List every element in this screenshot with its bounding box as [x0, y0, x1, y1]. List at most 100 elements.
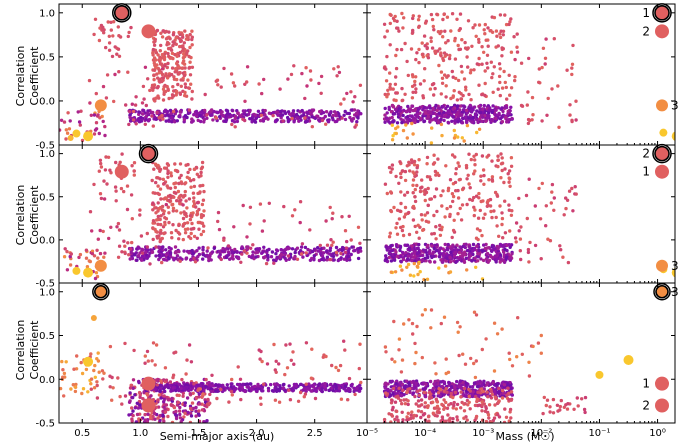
data-point: [416, 119, 420, 124]
data-point: [62, 371, 67, 376]
data-point: [337, 70, 342, 75]
data-point: [120, 402, 124, 406]
data-point: [192, 234, 197, 239]
data-point: [400, 358, 405, 362]
data-point: [179, 386, 183, 391]
data-point: [458, 177, 462, 182]
data-point: [493, 113, 498, 117]
data-point: [198, 387, 202, 391]
data-point: [472, 361, 476, 366]
data-point: [68, 254, 72, 259]
data-point: [197, 191, 202, 195]
data-point: [509, 86, 514, 90]
data-point: [168, 37, 172, 41]
data-point: [167, 118, 171, 122]
highlight-star-3: [656, 99, 668, 112]
data-point: [394, 243, 399, 247]
data-point: [439, 92, 443, 96]
data-point: [174, 209, 179, 213]
data-point: [241, 203, 245, 208]
data-point: [325, 243, 330, 247]
data-point: [236, 365, 240, 369]
data-point: [457, 250, 462, 255]
data-point: [472, 172, 476, 176]
data-point: [172, 405, 177, 410]
data-point: [488, 204, 493, 208]
data-point: [448, 204, 453, 209]
data-point: [451, 115, 456, 119]
data-point: [545, 398, 550, 402]
data-point: [162, 386, 166, 390]
data-point: [276, 113, 280, 117]
data-point: [343, 117, 348, 122]
data-point: [471, 26, 475, 30]
data-point: [161, 87, 166, 92]
data-point: [310, 347, 314, 351]
data-point: [135, 258, 139, 262]
data-point: [392, 258, 397, 262]
data-point: [330, 243, 334, 247]
data-point: [435, 209, 439, 214]
data-point: [64, 137, 68, 141]
data-point: [174, 228, 178, 233]
data-point: [206, 246, 210, 250]
data-point: [401, 26, 405, 30]
data-point: [201, 229, 206, 234]
data-point: [406, 402, 410, 407]
highlight-star-1: [114, 164, 129, 179]
data-point: [155, 72, 159, 76]
data-point: [446, 186, 451, 190]
ylabel-row1-line2: Coefficient: [28, 46, 41, 106]
data-point: [120, 152, 124, 156]
data-point: [81, 387, 86, 391]
data-point: [438, 233, 443, 237]
data-point: [399, 201, 403, 206]
data-point: [96, 359, 101, 363]
data-point: [304, 66, 308, 70]
data-point: [162, 231, 166, 236]
data-point: [433, 379, 437, 384]
data-point: [565, 407, 570, 411]
data-point: [452, 403, 456, 408]
data-point: [395, 254, 400, 259]
data-point: [458, 104, 462, 108]
data-point: [394, 91, 398, 95]
data-point: [451, 244, 455, 249]
data-point: [474, 265, 478, 269]
data-point: [468, 71, 473, 75]
data-point: [194, 396, 199, 400]
data-point: [188, 392, 192, 396]
data-point: [78, 123, 83, 127]
data-point: [102, 31, 106, 35]
data-point: [482, 243, 486, 247]
data-point: [550, 190, 554, 194]
data-point: [419, 410, 424, 414]
data-point: [414, 350, 418, 355]
data-point: [156, 184, 160, 188]
data-point: [431, 400, 435, 404]
data-point: [504, 255, 509, 259]
data-point: [241, 382, 245, 386]
data-point: [440, 133, 444, 138]
data-point: [470, 385, 475, 389]
data-point: [171, 33, 176, 37]
data-point: [116, 376, 120, 380]
data-point: [492, 369, 497, 373]
data-point: [233, 388, 237, 392]
data-point: [332, 258, 336, 262]
data-point: [454, 189, 458, 193]
data-point: [544, 403, 548, 408]
data-point: [465, 108, 469, 113]
data-point: [440, 76, 445, 81]
data-point: [96, 237, 101, 241]
data-point: [205, 249, 209, 253]
data-point: [422, 34, 427, 38]
data-point: [98, 158, 103, 162]
data-point: [432, 246, 436, 251]
data-point: [483, 93, 487, 98]
data-point: [469, 356, 473, 361]
y-tick-label: -0.5: [35, 279, 55, 290]
data-point: [137, 246, 141, 250]
data-point: [116, 25, 121, 29]
data-point: [161, 212, 166, 216]
